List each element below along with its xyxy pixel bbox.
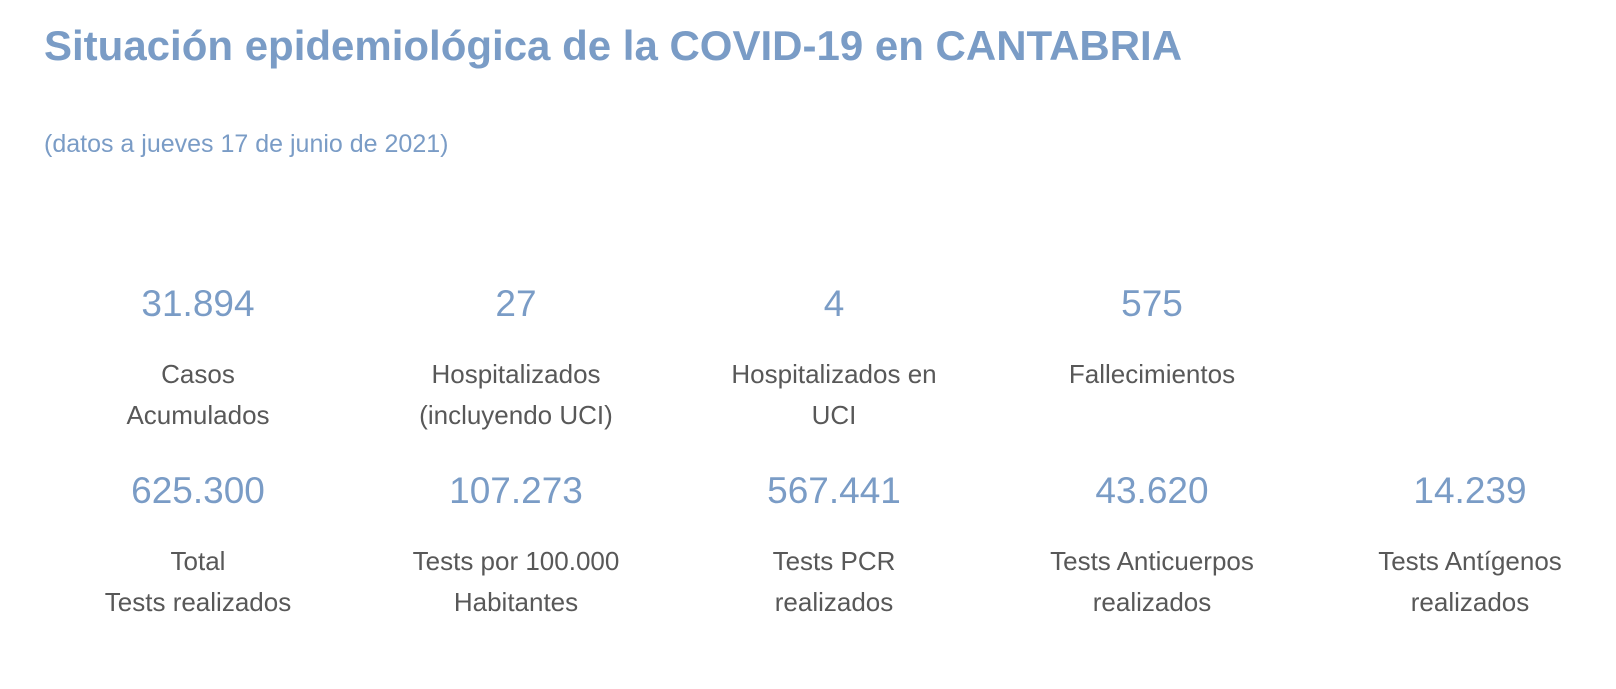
stat-label: Hospitalizados (incluyendo UCI) (419, 359, 613, 430)
stat-deaths: 575 Fallecimientos (1002, 282, 1302, 395)
stat-icu: 4 Hospitalizados en UCI (684, 282, 984, 436)
stat-value: 107.273 (449, 470, 583, 511)
page-title: Situación epidemiológica de la COVID-19 … (44, 22, 1183, 69)
stat-pcr-tests: 567.441 Tests PCR realizados (684, 469, 984, 623)
stat-label: Hospitalizados en UCI (731, 359, 937, 430)
stat-hospitalized: 27 Hospitalizados (incluyendo UCI) (366, 282, 666, 436)
stat-label: Tests Anticuerpos realizados (1050, 546, 1254, 617)
stat-value: 567.441 (767, 470, 901, 511)
stat-label: Fallecimientos (1068, 359, 1236, 389)
data-date-subtitle: (datos a jueves 17 de junio de 2021) (44, 130, 449, 158)
stat-value: 27 (495, 283, 537, 324)
stat-label: Tests por 100.000 Habitantes (412, 546, 620, 617)
stat-antigen-tests: 14.239 Tests Antígenos realizados (1320, 469, 1616, 623)
stat-value: 625.300 (131, 470, 265, 511)
stat-value: 31.894 (141, 283, 255, 324)
stat-value: 14.239 (1413, 470, 1527, 511)
stat-label: Casos Acumulados (126, 359, 270, 430)
stat-value: 575 (1121, 283, 1183, 324)
stat-tests-per-100k: 107.273 Tests por 100.000 Habitantes (366, 469, 666, 623)
stat-value: 4 (823, 283, 845, 324)
stat-label: Tests Antígenos realizados (1378, 546, 1562, 617)
stat-cases: 31.894 Casos Acumulados (48, 282, 348, 436)
stat-antibody-tests: 43.620 Tests Anticuerpos realizados (1002, 469, 1302, 623)
stat-label: Tests PCR realizados (772, 546, 896, 617)
stat-value: 43.620 (1095, 470, 1209, 511)
stat-label: Total Tests realizados (104, 546, 292, 617)
stat-total-tests: 625.300 Total Tests realizados (48, 469, 348, 623)
